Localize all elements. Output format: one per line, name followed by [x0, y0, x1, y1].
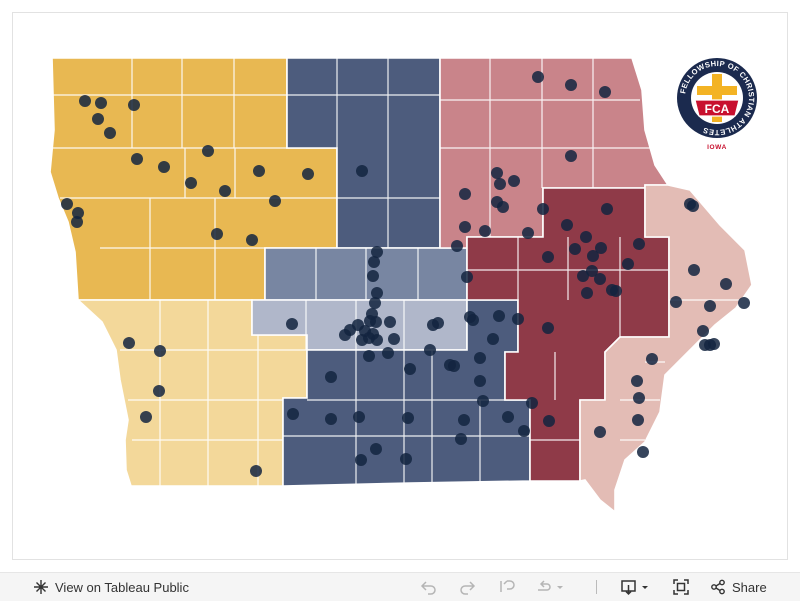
tableau-logo-icon — [33, 579, 49, 595]
location-dots[interactable] — [61, 71, 750, 477]
logo-state-text: IOWA — [707, 144, 727, 151]
tableau-toolbar: View on Tableau Public Share — [0, 572, 800, 601]
download-icon[interactable] — [620, 573, 652, 601]
redo-icon[interactable] — [458, 573, 476, 601]
region-eastern[interactable] — [579, 184, 753, 514]
view-on-tableau-link[interactable]: View on Tableau Public — [33, 573, 189, 601]
fullscreen-icon[interactable] — [672, 573, 690, 601]
share-icon — [710, 579, 726, 595]
logo-center-text: FCA — [705, 102, 730, 116]
share-button[interactable]: Share — [710, 573, 767, 601]
fca-iowa-logo: FELLOWSHIP OF CHRISTIAN ATHLETES FCA IOW… — [675, 56, 759, 152]
iowa-map[interactable] — [0, 0, 800, 570]
refresh-icon[interactable] — [535, 573, 565, 601]
view-on-tableau-label: View on Tableau Public — [55, 579, 189, 595]
revert-icon[interactable] — [498, 573, 516, 601]
toolbar-separator — [596, 580, 597, 594]
county-lines — [52, 58, 745, 486]
share-label: Share — [732, 579, 767, 595]
undo-icon[interactable] — [420, 573, 438, 601]
